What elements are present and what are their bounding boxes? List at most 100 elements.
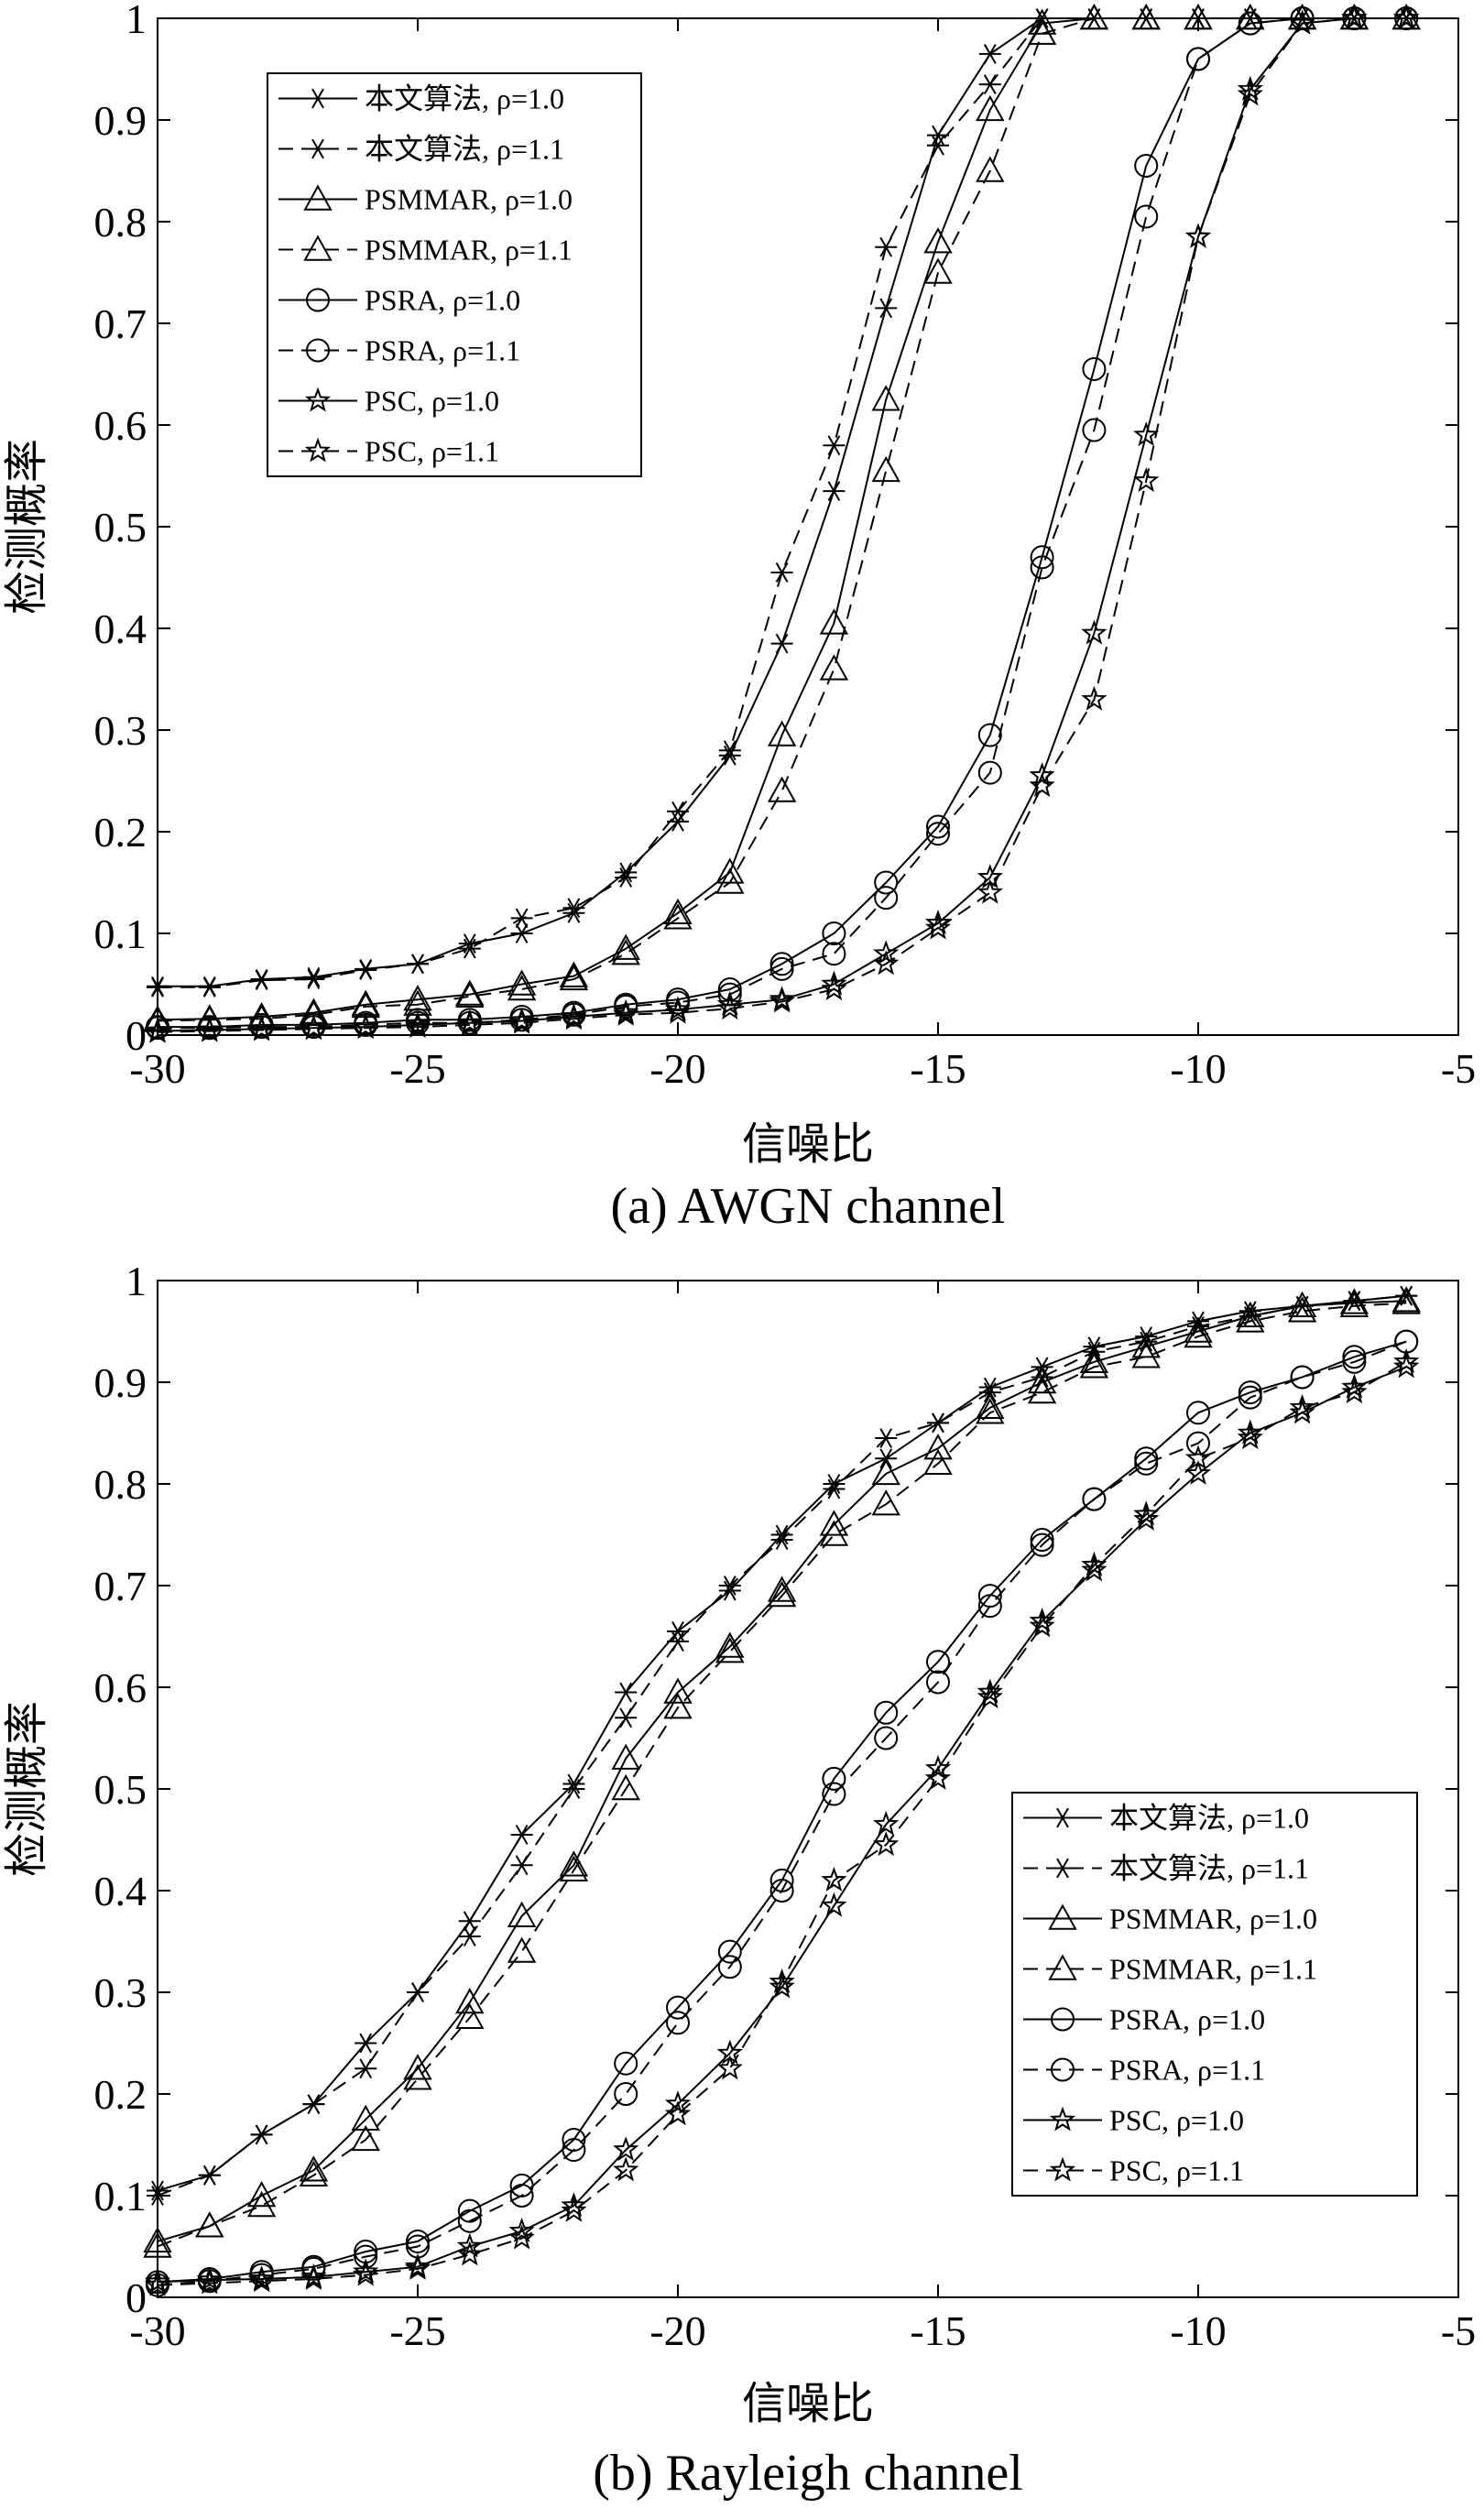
data-point (455, 981, 485, 1009)
data-point (819, 1520, 849, 1546)
data-point (1029, 772, 1055, 798)
data-point (147, 2180, 169, 2201)
data-point (354, 2244, 378, 2269)
data-point (1342, 1345, 1367, 1369)
data-point (717, 1939, 742, 1964)
data-point (508, 1009, 535, 1034)
legend-marker (303, 234, 333, 261)
data-point (822, 921, 846, 945)
series-7 (144, 5, 1420, 1043)
data-point (667, 1631, 689, 1652)
data-point (977, 1594, 1002, 1619)
data-point (1184, 223, 1212, 248)
x-tick-label: -30 (129, 2307, 185, 2354)
legend-marker (1051, 2007, 1075, 2032)
data-point (1237, 1424, 1263, 1450)
data-point (507, 1901, 537, 1927)
data-point (770, 562, 793, 583)
data-point (1186, 1401, 1210, 1425)
data-point (926, 814, 950, 839)
data-point (822, 1766, 846, 1791)
data-point (819, 654, 849, 681)
data-point (302, 969, 325, 989)
data-point (821, 976, 847, 1001)
data-point (871, 1489, 900, 1516)
data-point (615, 1707, 638, 1728)
data-point (924, 914, 952, 940)
data-point (664, 2090, 692, 2116)
data-point (923, 257, 953, 284)
data-point (664, 998, 692, 1024)
legend-marker (1048, 1903, 1077, 1930)
x-tick-label: -25 (389, 1045, 445, 1092)
data-point (301, 2256, 326, 2281)
legend-marker (1051, 2057, 1075, 2082)
legend-entry: PSC, ρ=1.1 (365, 435, 499, 468)
legend-entry: PSMMAR, ρ=1.0 (365, 183, 573, 216)
data-point (819, 1510, 849, 1536)
chart-caption: (a) AWGN channel (611, 1178, 1006, 1235)
data-point (1393, 1347, 1420, 1373)
data-point (1237, 81, 1263, 106)
data-point (770, 1530, 793, 1550)
data-point (559, 961, 589, 987)
data-point (562, 898, 585, 919)
y-tick-label: 0.7 (94, 300, 147, 347)
data-point (1186, 1431, 1210, 1456)
data-point (769, 1968, 795, 1993)
data-point (458, 1926, 481, 1946)
data-point (1079, 1347, 1109, 1373)
y-tick-label: 0.9 (94, 97, 147, 144)
data-point (510, 1825, 533, 1845)
series-line (157, 17, 1407, 1022)
data-point (822, 1782, 846, 1806)
data-point (767, 776, 797, 802)
data-point (248, 1015, 275, 1041)
data-point (195, 2211, 224, 2238)
data-point (977, 878, 1003, 904)
data-point (822, 942, 846, 966)
data-point (823, 481, 846, 502)
data-point (1027, 1367, 1057, 1394)
data-point (1131, 1342, 1161, 1368)
data-point (977, 760, 1002, 785)
legend-entry: PSMMAR, ρ=1.1 (1109, 1953, 1317, 1986)
data-point (927, 1412, 949, 1434)
data-point (613, 2136, 639, 2162)
data-point (407, 1982, 429, 2002)
data-point (455, 979, 485, 1006)
data-point (300, 2265, 327, 2291)
data-point (821, 1892, 847, 1917)
data-point (1079, 1352, 1109, 1379)
data-point (718, 740, 741, 761)
data-point (715, 1637, 745, 1663)
x-tick-label: -10 (1170, 1045, 1226, 1092)
data-point (663, 1693, 693, 1719)
data-point (299, 2160, 329, 2186)
data-point (667, 801, 689, 822)
legend-marker (303, 184, 333, 211)
data-point (246, 2180, 277, 2208)
y-tick-label: 0.6 (94, 402, 147, 449)
data-point (769, 952, 794, 976)
data-point (611, 1743, 640, 1770)
x-tick-label: -5 (1441, 1045, 1476, 1092)
y-tick-label: 1 (125, 0, 147, 42)
data-point (355, 2058, 377, 2079)
data-point (767, 1576, 797, 1602)
data-point (1391, 1288, 1421, 1314)
data-point (875, 1448, 898, 1469)
data-point (509, 2184, 534, 2208)
data-point (1081, 619, 1108, 645)
series-line (157, 17, 1407, 1033)
data-point (666, 2011, 690, 2035)
data-point (769, 986, 795, 1011)
data-point (1081, 1551, 1108, 1576)
data-point (198, 976, 221, 998)
data-point (976, 1392, 1005, 1419)
data-point (663, 903, 693, 930)
data-point (457, 2208, 482, 2233)
data-point (823, 1478, 846, 1499)
legend-entry: 本文算法, ρ=1.1 (365, 133, 564, 166)
data-point (875, 1428, 898, 1448)
